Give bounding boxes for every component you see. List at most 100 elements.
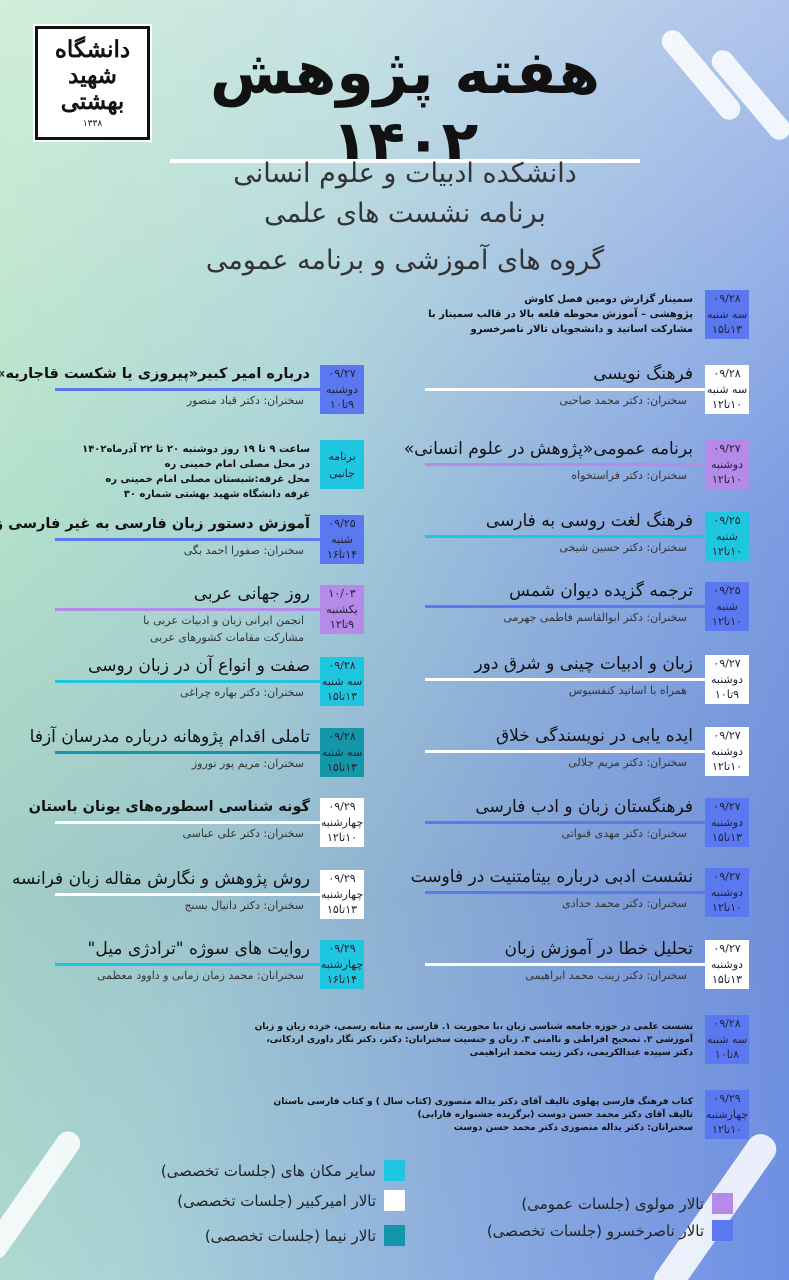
event-date: ۰۹/۲۷ [713, 729, 741, 742]
logo-text: دانشگاه [54, 36, 131, 63]
description-line: سمینار گزارش دومین فصل کاوش [524, 294, 693, 305]
date-box: ۰۹/۲۷ دوشنبه ۹تا۱۰ [320, 365, 364, 414]
event-day: شنبه [716, 529, 738, 543]
date-box: ۰۹/۲۹ چهارشنبه ۱۳تا۱۵ [320, 870, 364, 919]
logo-text: شهید [68, 62, 117, 89]
event-speaker: سخنران: دکتر محمد صاحبی [559, 394, 687, 407]
event-date: ۰۹/۲۸ [328, 659, 356, 672]
event-day: چهارشنبه [320, 957, 364, 971]
description-line: تالیف آقای دکتر محمد حسن دوست (برگزیده ج… [417, 1110, 693, 1120]
event-speaker: سخنران: دکتر محمد حدادی [562, 897, 687, 910]
legend-swatch [712, 1193, 733, 1214]
date-box: ۱۰/۰۳ یکشنبه ۹تا۱۲ [320, 585, 364, 634]
event-speaker: سخنران: دکتر قباد منصور [186, 394, 304, 407]
event-date: ۰۹/۲۸ [328, 730, 356, 743]
event-speaker: سخنران: دکتر مریم جلالی [568, 756, 687, 769]
event-date: ۰۹/۲۷ [713, 657, 741, 670]
event-underline [425, 463, 705, 466]
event-date: ۰۹/۲۵ [328, 517, 356, 530]
date-box: ۰۹/۲۷ دوشنبه ۱۳تا۱۵ [705, 798, 749, 847]
event-time: ۱۳تا۱۵ [326, 903, 358, 916]
event-time: ۱۰تا۱۲ [711, 473, 743, 486]
event-title: فرهنگستان زبان و ادب فارسی [475, 797, 693, 817]
event-day: چهارشنبه [320, 815, 364, 829]
event-time: ۹تا۱۰ [329, 398, 355, 411]
event-underline [55, 821, 320, 824]
event-day: دوشنبه [711, 957, 743, 971]
event-date: ۰۹/۲۵ [713, 514, 741, 527]
event-time: ۱۳تا۱۵ [326, 761, 358, 774]
event-time: ۱۳تا۱۵ [711, 323, 743, 336]
event-day: دوشنبه [326, 382, 358, 396]
event-day: سه شنبه [706, 307, 748, 321]
description-line: سخنرانان: دکتر یداله منصوری دکتر محمد حس… [453, 1123, 693, 1133]
event-underline [55, 680, 320, 683]
event-time: ۱۰تا۱۲ [711, 545, 743, 558]
event-date: ۰۹/۲۷ [713, 870, 741, 883]
description-line: ساعت ۹ تا ۱۹ روز دوشنبه ۲۰ تا ۲۲ آذرماه۱… [82, 444, 310, 455]
decorative-stripe [0, 1126, 85, 1264]
event-date: ۰۹/۲۷ [713, 800, 741, 813]
event-time: ۸تا۱۰ [714, 1048, 740, 1061]
event-time: ۱۴تا۱۶ [326, 548, 358, 561]
legend-swatch [384, 1160, 405, 1181]
event-speaker: سخنران: دکتر حسین شیخی [559, 541, 687, 554]
event-speaker: سخنران: دکتر زینب محمد ابراهیمی [525, 969, 687, 982]
event-speaker: سخنران: دکتر ابوالقاسم فاطمی جهرمی [503, 611, 687, 624]
event-underline [425, 678, 705, 681]
event-day: شنبه [716, 599, 738, 613]
event-speaker: سخنران: مریم پور نوروز [191, 757, 304, 770]
date-box: ۰۹/۲۹ چهارشنبه ۱۰تا۱۲ [320, 798, 364, 847]
event-title: روش پژوهش و نگارش مقاله زبان فرانسه [11, 869, 310, 889]
date-box: ۰۹/۲۵ شنبه ۱۰تا۱۲ [705, 582, 749, 631]
date-box: ۰۹/۲۷ دوشنبه ۱۳تا۱۵ [705, 940, 749, 989]
date-box: ۰۹/۲۵ شنبه ۱۰تا۱۲ [705, 512, 749, 561]
description-line: پژوهشی – آموزش محوطه قلعه بالا در قالب س… [428, 309, 693, 320]
event-underline [425, 821, 705, 824]
event-title: فرهنگ نویسی [593, 364, 693, 384]
event-time: ۱۰تا۱۲ [711, 1123, 743, 1136]
event-date: ۰۹/۲۹ [328, 800, 356, 813]
event-title: گونه شناسی اسطوره‌های یونان باستان [28, 799, 310, 815]
event-title: تحلیل خطا در آموزش زبان [504, 939, 693, 959]
event-title: تاملی اقدام پژوهانه درباره مدرسان آزفا [29, 727, 310, 747]
faculty-name: دانشکده ادبیات و علوم انسانی [233, 158, 577, 189]
event-day: دوشنبه [711, 457, 743, 471]
legend-item: سایر مکان های (جلسات تخصصی) [161, 1160, 405, 1181]
event-speaker: سخنران: دکتر مهدی قنواتی [561, 827, 687, 840]
event-date: ۰۹/۲۹ [328, 942, 356, 955]
event-day: چهارشنبه [320, 887, 364, 901]
description-line: آموزشی ۲. تصحیح افراطی و ناامنی ۳. زبان … [266, 1035, 693, 1045]
description-line: نشست علمی در حوزه جامعه شناسی زبان ،با م… [254, 1022, 693, 1032]
date-box: ۰۹/۲۸ سه شنبه ۱۳تا۱۵ [705, 290, 749, 339]
event-day: دوشنبه [711, 815, 743, 829]
date-box: ۰۹/۲۹ چهارشنبه ۱۴تا۱۶ [320, 940, 364, 989]
description-line: دکتر سپیده عبدالکریمی، دکتر زینب محمد اب… [469, 1048, 693, 1058]
event-day: یکشنبه [326, 602, 358, 616]
description-line: محل غرفه:شبستان مصلی امام خمینی ره [105, 474, 310, 485]
event-underline [55, 538, 320, 541]
event-underline [55, 963, 320, 966]
event-underline [425, 605, 705, 608]
event-day: دوشنبه [711, 744, 743, 758]
event-title: روایت های سوژه "ترادژی میل" [87, 939, 310, 959]
event-underline [425, 963, 705, 966]
event-underline [55, 751, 320, 754]
university-logo: دانشگاه شهید بهشتی ۱۳۳۸ [33, 24, 152, 142]
event-time: ۱۰تا۱۲ [711, 760, 743, 773]
date-box: ۰۹/۲۷ دوشنبه ۹تا۱۰ [705, 655, 749, 704]
description-line: مشارکت اساتید و دانشجویان تالار ناصرخسرو [470, 324, 693, 335]
logo-year: ۱۳۳۸ [82, 119, 103, 129]
event-date: ۰۹/۲۸ [713, 292, 741, 305]
date-box: برنامه جانبی [320, 440, 364, 489]
program-subtitle: برنامه نشست های علمی [264, 198, 546, 229]
event-underline [425, 535, 705, 538]
event-day: دوشنبه [711, 885, 743, 899]
event-time: ۱۰تا۱۲ [711, 901, 743, 914]
legend-swatch [712, 1220, 733, 1241]
event-speaker: سخنران: دکتر بهاره چراغی [180, 686, 304, 699]
event-speaker: سخنران: دکتر فراستخواه [571, 469, 687, 482]
event-date: ۰۹/۲۸ [713, 1017, 741, 1030]
event-title: آموزش دستور زبان فارسی به غیر فارسی زبان… [0, 516, 310, 532]
